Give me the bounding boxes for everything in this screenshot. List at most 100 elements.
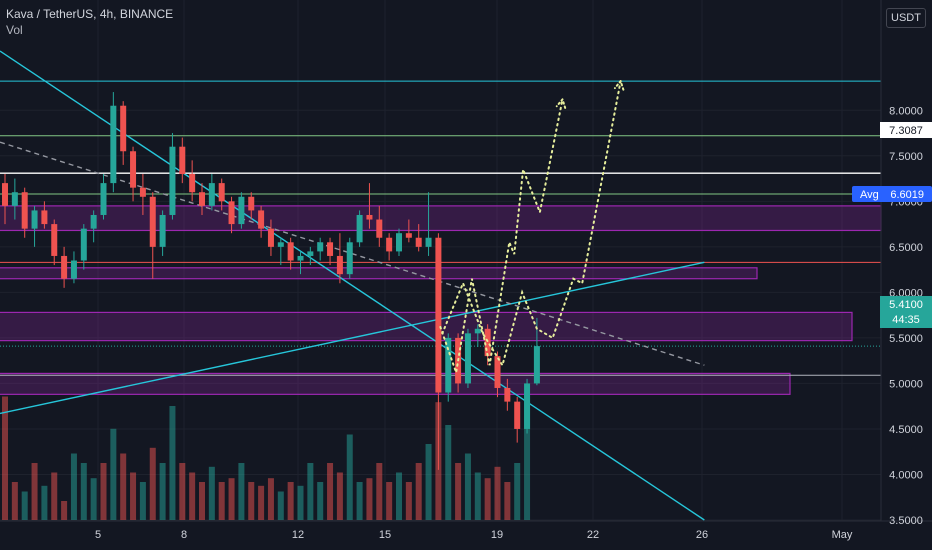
svg-text:44:35: 44:35 [892,314,920,326]
candle-body [346,242,353,275]
y-tick-label: 4.5000 [889,424,923,436]
volume-bar [11,482,18,520]
volume-bar [267,478,274,520]
volume-label[interactable]: Vol [6,23,23,37]
candle-body [90,214,97,229]
currency-button[interactable]: USDT [886,8,926,28]
svg-text:5.4100: 5.4100 [889,299,923,311]
volume-bar [405,482,412,520]
candle-body [130,151,137,188]
candle-body [336,255,343,275]
last-price-badge: 5.4100 44:35 [880,296,932,328]
candle-body [287,242,294,261]
volume-bar [356,482,363,520]
symbol-title[interactable]: Kava / TetherUS, 4h, BINANCE [6,7,174,21]
price-zone [0,372,791,395]
x-tick-label: 26 [696,529,708,541]
candle-body [504,387,511,402]
projection-paths [439,79,625,373]
candle-body [277,242,284,247]
volume-bar [317,482,324,520]
volume-bar [484,478,491,520]
volume-bar [61,501,68,520]
candle-body [405,233,412,238]
candle-body [484,328,491,357]
volume-bar [149,447,156,520]
volume-bar [445,425,452,520]
volume-bar [297,485,304,520]
volume-bar [31,463,38,520]
candle-body [317,242,324,252]
candle-body [415,237,422,247]
candle-body [474,328,481,334]
volume-bars [2,394,531,520]
volume-bar [169,406,176,520]
avg-badge: Avg 6.6019 [852,186,932,202]
candle-body [51,224,58,256]
candle-body [11,192,18,206]
volume-bar [70,453,77,520]
candle-body [179,146,186,175]
volume-bar [336,472,343,520]
volume-bar [346,434,353,520]
volume-bar [277,491,284,520]
volume-bar [238,463,245,520]
volume-bar [327,463,334,520]
volume-bar [386,482,393,520]
volume-bar [159,463,166,520]
candle-body [494,356,501,388]
candle-body [327,242,334,256]
candle-body [149,196,156,247]
volume-bar [425,444,432,520]
level-badge: 7.3087 [880,122,932,138]
candle-body [228,201,235,225]
svg-text:7.3087: 7.3087 [889,125,923,137]
volume-bar [464,453,471,520]
volume-bar [80,463,87,520]
y-tick-label: 5.5000 [889,333,923,345]
volume-bar [110,428,117,520]
volume-bar [474,472,481,520]
candle-body [31,210,38,229]
candle-body [366,214,373,220]
candle-body [169,146,176,215]
candle-body [238,196,245,225]
volume-bar [396,472,402,520]
candle-body [464,333,471,384]
volume-bar [455,463,462,520]
trendline [0,261,705,415]
volume-bar [248,482,255,520]
projection-arrowhead [613,79,625,91]
candle-body [356,214,363,243]
svg-text:6.6019: 6.6019 [890,189,924,201]
x-tick-label: 19 [491,529,503,541]
candle-body [120,105,127,152]
candle-body [100,183,107,215]
candle-body [258,210,265,229]
candle-body [21,192,28,229]
candlesticks [2,92,540,470]
volume-bar [51,472,58,520]
volume-bar [366,478,373,520]
y-tick-label: 8.0000 [889,105,923,117]
candle-body [524,383,531,429]
volume-bar [524,394,531,520]
volume-bar [208,466,215,520]
candle-body [80,228,87,261]
candle-body [70,260,77,279]
candle-body [199,192,205,206]
projection-path [439,98,564,373]
projection-path [441,80,622,368]
volume-bar [199,482,205,520]
candle-body [445,337,452,393]
candle-body [248,196,255,211]
volume-bar [287,482,294,520]
volume-bar [258,485,265,520]
volume-bar [139,482,146,520]
time-axis[interactable]: 5 8 12 15 19 22 26 May [95,529,853,541]
projection-arrowhead [555,97,567,109]
x-tick-label: 12 [292,529,304,541]
candle-body [110,105,117,184]
volume-bar [307,463,314,520]
